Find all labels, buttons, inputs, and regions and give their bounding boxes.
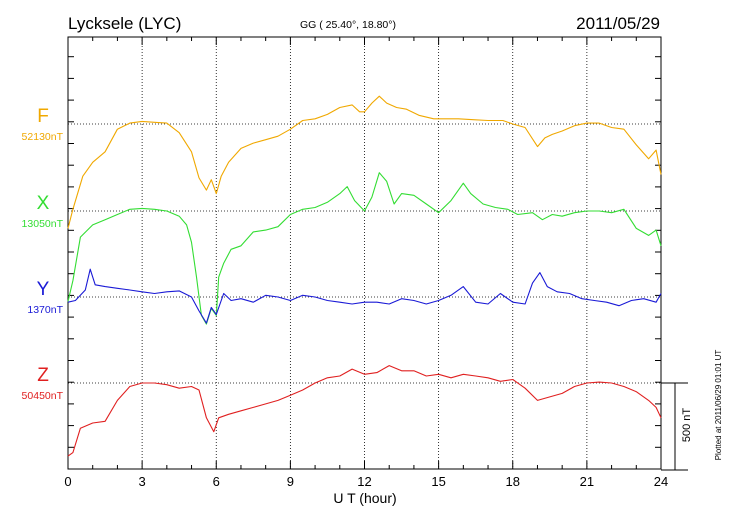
x-tick-label: 18 bbox=[506, 474, 520, 489]
series-line-z bbox=[67, 365, 662, 457]
date-label: 2011/05/29 bbox=[576, 14, 660, 33]
x-tick-label: 0 bbox=[64, 474, 71, 489]
x-tick-label: 24 bbox=[654, 474, 668, 489]
x-tick-label: 3 bbox=[139, 474, 146, 489]
series-baseline-f: 52130nT bbox=[22, 131, 64, 143]
plot-area: 0 3 6 9 12 15 18 21 24 bbox=[64, 36, 688, 489]
scale-bar-label: 500 nT bbox=[681, 408, 693, 443]
series-name-f: F bbox=[37, 106, 49, 127]
x-tick-label: 15 bbox=[431, 474, 445, 489]
x-tick-label: 6 bbox=[213, 474, 220, 489]
x-tick-label: 21 bbox=[580, 474, 594, 489]
plotted-at-note: Plotted at 2011/06/29 01:01 UT bbox=[714, 350, 723, 461]
series-labels: F 52130nT X 13050nT Y 1370nT Z 50450nT bbox=[22, 106, 64, 402]
series-baseline-z: 50450nT bbox=[22, 390, 64, 402]
geographic-coordinates: GG ( 25.40°, 18.80°) bbox=[300, 19, 396, 31]
series-line-f bbox=[67, 95, 662, 229]
series-name-z: Z bbox=[37, 365, 49, 386]
series-baseline-y: 1370nT bbox=[27, 304, 63, 316]
series-line-y bbox=[67, 268, 662, 324]
x-axis-label: U T (hour) bbox=[333, 490, 396, 506]
x-tick-label: 9 bbox=[287, 474, 294, 489]
x-tick-label: 12 bbox=[357, 474, 371, 489]
series-line-x bbox=[67, 172, 662, 325]
series-name-x: X bbox=[37, 193, 50, 214]
series-name-y: Y bbox=[37, 279, 50, 300]
series-baseline-x: 13050nT bbox=[22, 218, 64, 230]
station-title: Lycksele (LYC) bbox=[68, 14, 181, 33]
